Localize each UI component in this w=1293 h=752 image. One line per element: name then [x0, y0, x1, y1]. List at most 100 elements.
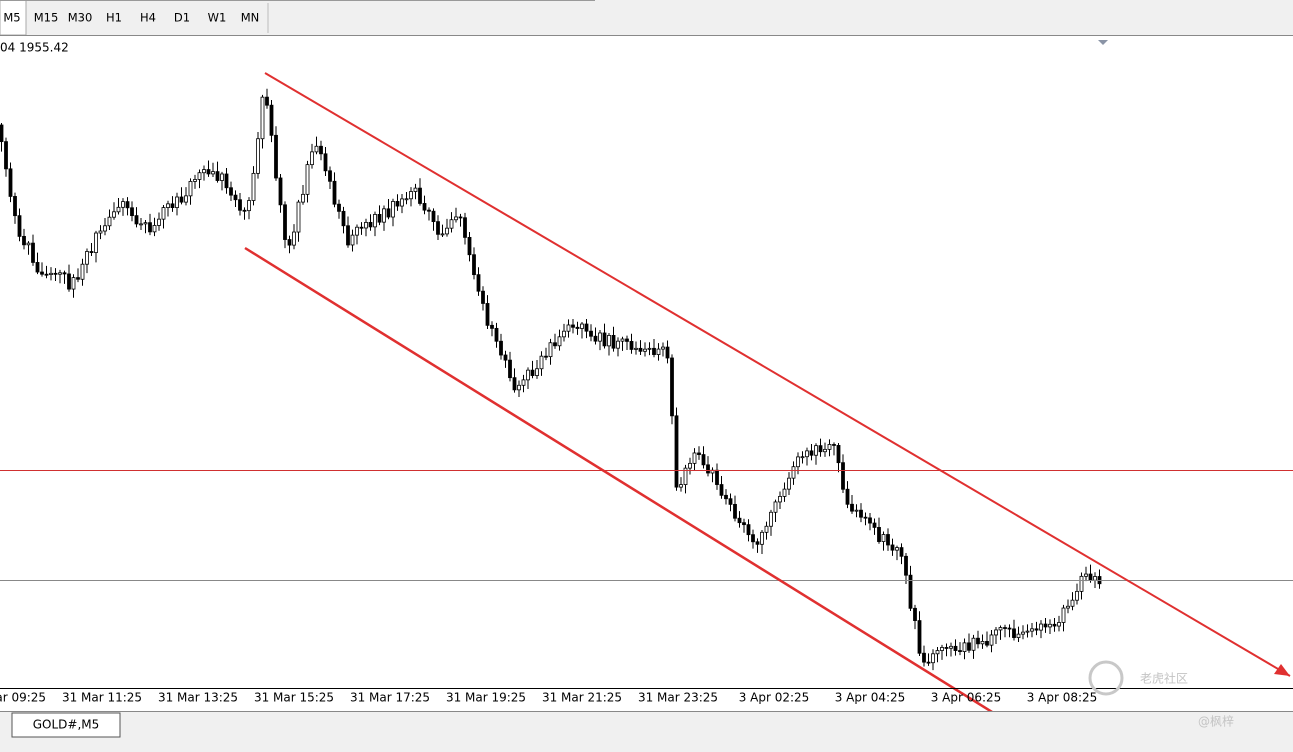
- time-label: 31 Mar 11:25: [62, 691, 142, 705]
- candle-body: [859, 509, 863, 518]
- timeframe-button[interactable]: M30: [68, 11, 93, 25]
- timeframe-button[interactable]: M15: [34, 11, 59, 25]
- candle-body: [980, 641, 985, 645]
- candle-body: [170, 203, 175, 209]
- candle-body: [346, 225, 350, 246]
- candle-body: [670, 357, 674, 417]
- candle-body: [143, 222, 148, 225]
- candle-body: [377, 214, 382, 223]
- candle-body: [949, 645, 953, 649]
- candle-body: [58, 272, 62, 275]
- candle-body: [643, 348, 647, 352]
- tab-label[interactable]: GOLD#,M5: [33, 718, 100, 732]
- candle-body: [692, 452, 697, 464]
- candle-body: [976, 637, 980, 645]
- candle-body: [350, 234, 355, 246]
- candle-body: [355, 226, 359, 236]
- candle-body: [242, 209, 247, 212]
- candle-body: [778, 495, 782, 503]
- candle-body: [269, 104, 274, 136]
- candle-body: [53, 272, 58, 275]
- candle-body: [746, 524, 751, 536]
- candle-body: [1093, 576, 1097, 581]
- candle-body: [823, 448, 827, 453]
- watermark: 老虎社区: [1140, 671, 1188, 686]
- chart-info: 04 1955.42: [0, 41, 69, 55]
- candle-body: [494, 327, 499, 342]
- candle-body: [521, 379, 526, 386]
- timeframe-button[interactable]: W1: [208, 11, 227, 25]
- candle-body: [706, 464, 710, 474]
- candle-body: [481, 290, 485, 304]
- candle-body: [107, 216, 112, 227]
- candle-body: [1003, 627, 1007, 629]
- timeframe-button[interactable]: H4: [140, 11, 156, 25]
- candle-body: [584, 323, 589, 332]
- candle-body: [791, 466, 796, 479]
- candle-body: [332, 180, 337, 205]
- candle-body: [548, 342, 553, 358]
- candle-body: [616, 340, 620, 349]
- candle-body: [836, 445, 841, 464]
- candle-body: [413, 187, 418, 192]
- candle-body: [1048, 623, 1052, 628]
- candle-body: [301, 193, 305, 203]
- candle-body: [886, 534, 890, 546]
- candle-body: [701, 454, 706, 466]
- candle-body: [526, 369, 530, 381]
- candle-body: [220, 173, 224, 181]
- candle-body: [827, 444, 832, 450]
- timeframe-button[interactable]: MN: [241, 11, 260, 25]
- timeframe-button[interactable]: H1: [106, 11, 122, 25]
- candle-body: [359, 226, 364, 229]
- candle-body: [962, 642, 967, 652]
- candle-body: [472, 254, 476, 276]
- candle-body: [575, 326, 580, 329]
- candle-body: [971, 637, 976, 651]
- timeframe-button[interactable]: D1: [174, 11, 190, 25]
- watermark-icon: [1088, 660, 1124, 696]
- candle-body: [796, 456, 800, 468]
- candle-body: [247, 200, 251, 212]
- candle-body: [1088, 573, 1093, 581]
- candle-body: [508, 359, 512, 379]
- candle-body: [922, 652, 926, 663]
- candle-body: [566, 324, 571, 332]
- candle-body: [598, 332, 602, 342]
- candle-body: [476, 274, 481, 292]
- candle-body: [130, 207, 134, 217]
- candle-body: [175, 196, 179, 209]
- time-label: 3 Apr 06:25: [931, 691, 1002, 705]
- candle-body: [841, 462, 845, 490]
- candle-body: [161, 207, 166, 220]
- candle-body: [0, 124, 4, 143]
- timeframe-button[interactable]: M5: [3, 11, 20, 25]
- candle-body: [8, 168, 13, 197]
- candle-body: [98, 230, 103, 234]
- candle-body: [179, 196, 184, 203]
- candle-body: [868, 517, 872, 524]
- tab[interactable]: [11, 712, 121, 738]
- candle-body: [872, 522, 877, 528]
- candle-body: [134, 215, 139, 225]
- candle-body: [436, 221, 440, 235]
- candle-body: [967, 642, 971, 651]
- candle-body: [787, 477, 791, 490]
- candle-body: [1025, 630, 1030, 633]
- candle-body: [1030, 628, 1034, 632]
- candle-body: [728, 498, 733, 505]
- candle-body: [1043, 623, 1048, 628]
- channel-lower: [244, 246, 1051, 750]
- candle-body: [818, 445, 823, 453]
- candle-body: [1061, 607, 1066, 623]
- candle-body: [305, 164, 310, 195]
- candle-body: [665, 346, 670, 359]
- candle-body: [499, 340, 503, 356]
- candle-body: [454, 216, 458, 221]
- candle-body: [409, 191, 413, 200]
- candle-body: [625, 338, 629, 342]
- candle-body: [904, 555, 908, 576]
- candle-body: [265, 96, 269, 106]
- time-label: 3 Apr 08:25: [1027, 691, 1098, 705]
- candle-body: [845, 488, 850, 505]
